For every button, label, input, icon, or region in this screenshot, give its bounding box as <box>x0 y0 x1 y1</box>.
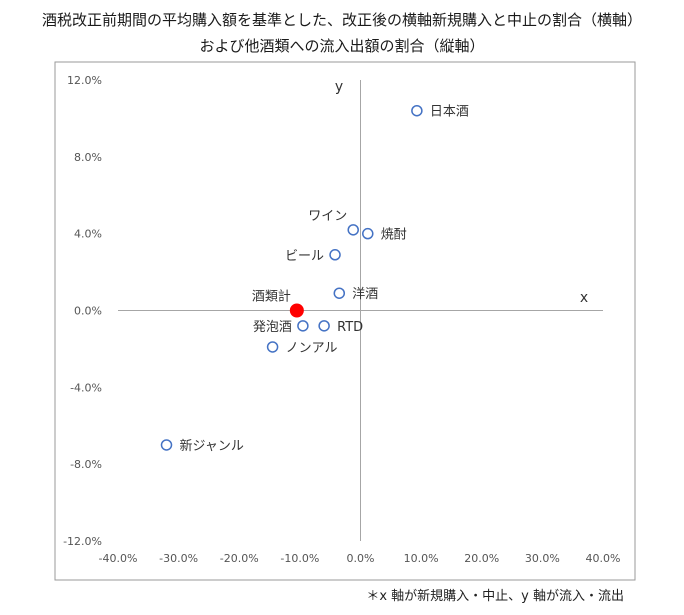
y-tick-label: 0.0% <box>74 305 102 318</box>
data-point-label: 日本酒 <box>430 105 469 120</box>
data-point <box>266 341 279 353</box>
x-tick-label: 20.0% <box>464 552 499 565</box>
data-point <box>347 224 359 236</box>
data-point <box>411 104 423 117</box>
data-point-label: 洋酒 <box>352 287 378 302</box>
data-point-label: 発泡酒 <box>253 320 292 335</box>
data-point <box>333 287 346 299</box>
x-tick-label: 40.0% <box>586 552 621 565</box>
y-tick-label: 4.0% <box>74 228 102 241</box>
y-tick-label: -12.0% <box>63 535 102 548</box>
data-point-label: 酒類計 <box>252 289 291 305</box>
x-tick-label: -10.0% <box>280 552 319 565</box>
data-point-highlight <box>289 303 304 318</box>
footnote: ＊x 軸が新規購入・中止、y 軸が流入・流出 <box>366 589 624 604</box>
x-tick-label: 30.0% <box>525 552 560 565</box>
y-tick-label: -8.0% <box>70 458 102 471</box>
y-tick-label: -4.0% <box>70 381 102 394</box>
x-tick-label: -30.0% <box>159 552 198 565</box>
x-axis-label: x <box>580 290 588 306</box>
data-point <box>297 320 309 332</box>
data-point <box>318 320 330 332</box>
y-tick-label: 8.0% <box>74 151 102 164</box>
data-point-label: 新ジャンル <box>180 438 244 454</box>
y-axis-label: y <box>335 79 343 95</box>
x-tick-label: 0.0% <box>347 552 375 565</box>
tick-labels: 12.0% 8.0% 4.0% 0.0% -4.0% -8.0% -12.0% -40.0% -… <box>63 74 620 565</box>
chart-title-line-2: および他酒類への流入出額の割合（縦軸） <box>199 37 485 55</box>
data-point <box>329 249 341 261</box>
data-point-label: ノンアル <box>286 341 338 356</box>
x-tick-label: -20.0% <box>220 552 259 565</box>
x-tick-label: 10.0% <box>404 552 439 565</box>
plot-border <box>54 61 636 581</box>
y-tick-label: 12.0% <box>67 74 102 87</box>
data-point-label: 焼酎 <box>381 228 407 243</box>
x-tick-label: -40.0% <box>99 552 138 565</box>
chart-title-line-1: 酒税改正前期間の平均購入額を基準とした、改正後の横軸新規購入と中止の割合（横軸） <box>41 11 642 29</box>
axes: xy <box>118 79 603 541</box>
data-point <box>362 227 374 240</box>
data-point-label: RTD <box>337 320 363 335</box>
data-point <box>160 439 173 451</box>
data-point-label: ワイン <box>308 209 347 224</box>
data-point-label: ビール <box>285 249 324 264</box>
